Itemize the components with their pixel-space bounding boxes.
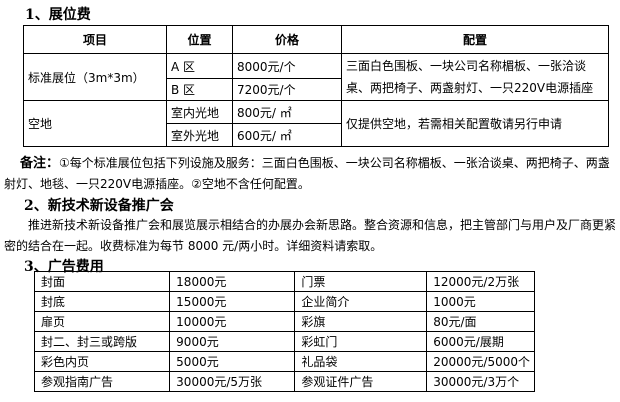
table-cell: 10000元 — [169, 311, 296, 332]
table-cell: 彩虹门 — [294, 331, 428, 352]
table-row: 扉页 10000元 彩旗 80元/面 — [33, 311, 535, 332]
table-cell: 封底 — [33, 291, 171, 312]
table-cell: 彩旗 — [294, 311, 428, 332]
position-cell: B 区 — [166, 78, 233, 101]
table-cell: 6000元/展期 — [426, 331, 535, 352]
standard-booth-item: 标准展位（3m*3m） — [23, 53, 167, 101]
price-cell: 8000元/个 — [232, 53, 342, 79]
header-item: 项目 — [23, 25, 167, 54]
table-cell: 9000元 — [169, 331, 296, 352]
table-row: 彩色内页 5000元 礼品袋 20000元/5000个 — [33, 351, 535, 372]
price-cell: 7200元/个 — [232, 78, 342, 101]
table-cell: 门票 — [294, 271, 428, 292]
table-cell: 30000元/5万张 — [169, 371, 296, 392]
booth-fee-table: 项目 位置 价格 配置 标准展位（3m*3m） A 区 8000元/个 三面白色… — [23, 25, 609, 147]
table-cell: 15000元 — [169, 291, 296, 312]
section2-text: 推进新技术新设备推广会和展览展示相结合的办展办会新思路。整合资源和信息，把主管部… — [4, 218, 617, 253]
table-cell: 参观指南广告 — [33, 371, 171, 392]
price-cell: 600元/ ㎡ — [232, 123, 342, 147]
table-cell: 参观证件广告 — [294, 371, 428, 392]
space-item: 空地 — [23, 100, 167, 147]
table-row: 封底 15000元 企业简介 1000元 — [33, 291, 535, 312]
header-price: 价格 — [232, 25, 342, 54]
ad-fee-table: 封面 18000元 门票 12000元/2万张 封底 15000元 企业简介 1000元 扉页 1… — [33, 271, 535, 392]
table-cell: 30000元/3万个 — [426, 371, 535, 392]
section2-title: 2、新技术新设备推广会 — [24, 198, 174, 214]
note-label: 备注： — [20, 156, 60, 171]
table-row: 封二、封三或跨版 9000元 彩虹门 6000元/展期 — [33, 331, 535, 352]
header-config: 配置 — [341, 25, 609, 54]
table-cell: 礼品袋 — [294, 351, 428, 372]
note: 备注：①每个标准展位包括下列设施及服务：三面白色围板、一块公司名称楣板、一张洽谈… — [4, 153, 616, 195]
table-cell: 1000元 — [426, 291, 535, 312]
table-cell: 18000元 — [169, 271, 296, 292]
table-row: 封面 18000元 门票 12000元/2万张 — [33, 271, 535, 292]
table-cell: 12000元/2万张 — [426, 271, 535, 292]
table-cell: 80元/面 — [426, 311, 535, 332]
space-config: 仅提供空地，若需相关配置敬请另行申请 — [341, 100, 609, 147]
price-cell: 800元/ ㎡ — [232, 100, 342, 124]
table-cell: 企业简介 — [294, 291, 428, 312]
header-position: 位置 — [166, 25, 233, 54]
standard-booth-config: 三面白色围板、一块公司名称楣板、一张洽谈桌、两把椅子、两盏射灯、一只220V电源… — [341, 53, 609, 101]
note-text: ①每个标准展位包括下列设施及服务：三面白色围板、一块公司名称楣板、一张洽谈桌、两… — [4, 156, 610, 191]
table-cell: 彩色内页 — [33, 351, 171, 372]
table-cell: 封二、封三或跨版 — [33, 331, 171, 352]
section1-title: 1、展位费 — [25, 7, 91, 23]
table-row: 参观指南广告 30000元/5万张 参观证件广告 30000元/3万个 — [33, 371, 535, 392]
table-cell: 封面 — [33, 271, 171, 292]
table-cell: 20000元/5000个 — [426, 351, 535, 372]
position-cell: A 区 — [166, 53, 233, 79]
table-cell: 5000元 — [169, 351, 296, 372]
position-cell: 室内光地 — [166, 100, 233, 124]
table-cell: 扉页 — [33, 311, 171, 332]
position-cell: 室外光地 — [166, 123, 233, 147]
